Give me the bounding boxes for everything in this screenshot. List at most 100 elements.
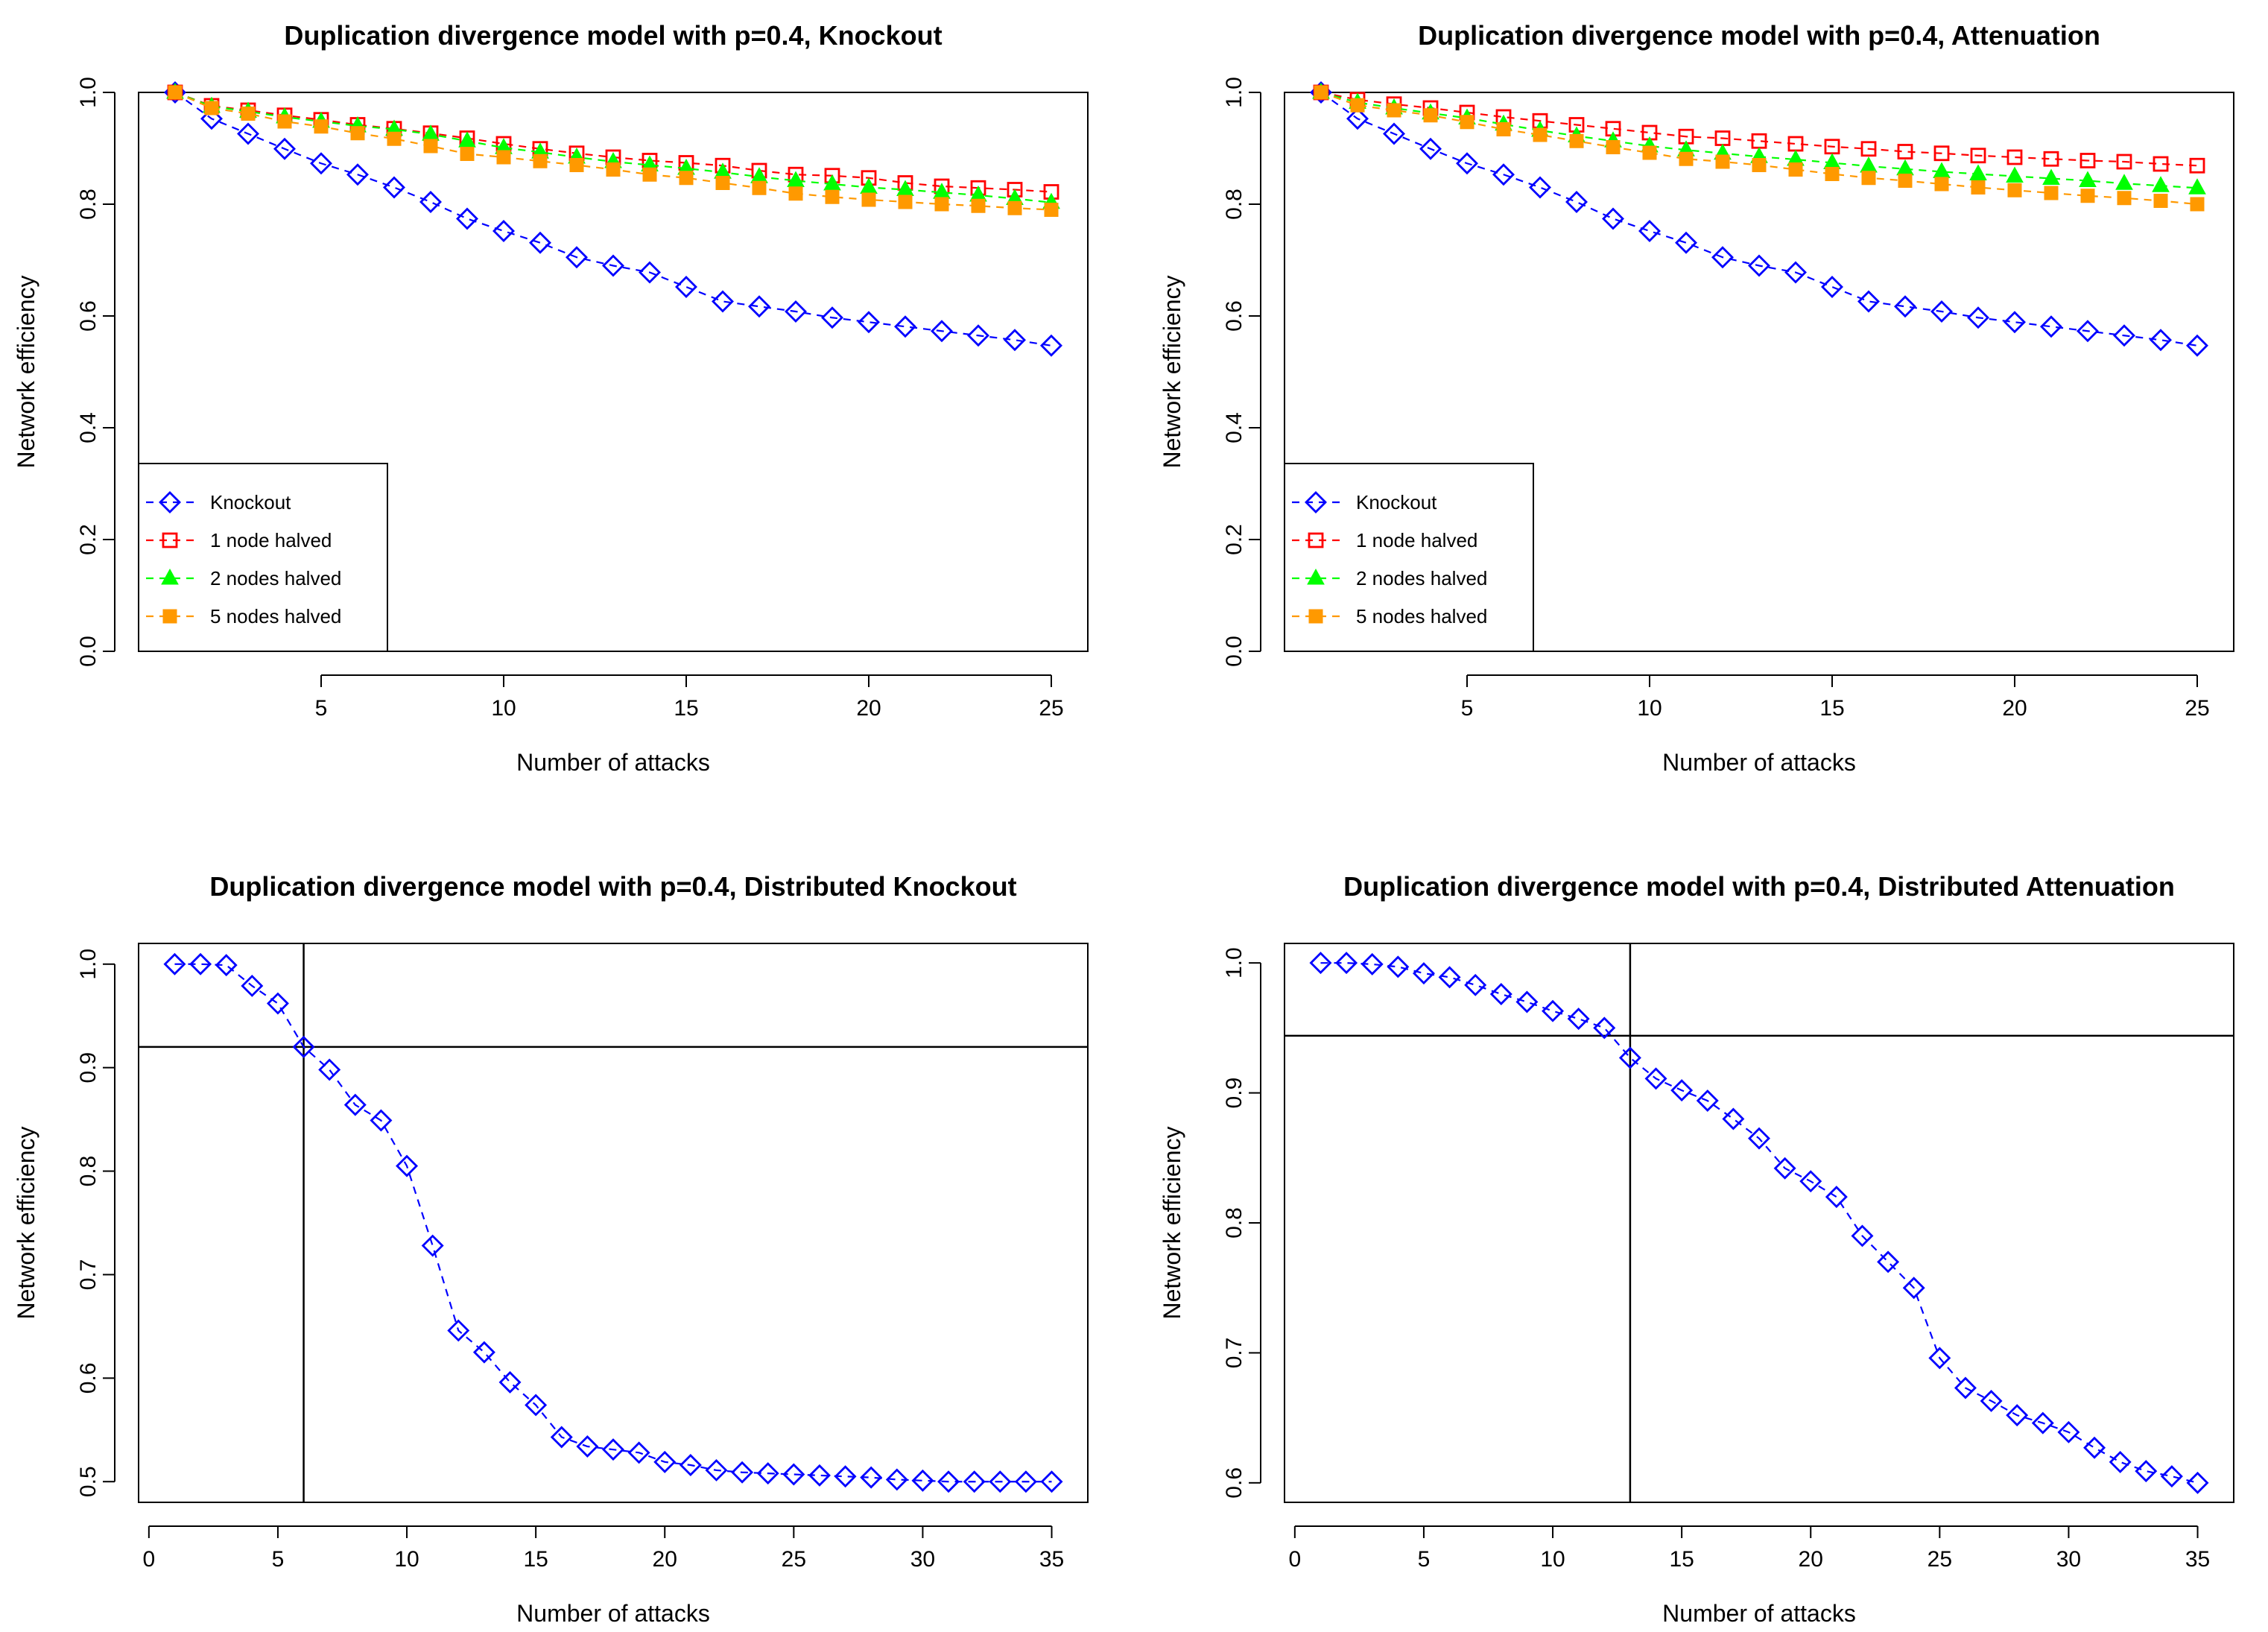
data-point xyxy=(1788,162,1803,177)
data-point xyxy=(2040,315,2062,338)
data-point xyxy=(1821,276,1843,298)
data-point xyxy=(2117,191,2132,206)
data-point xyxy=(1670,1079,1694,1102)
data-point xyxy=(1542,999,1565,1022)
x-axis-label: Number of attacks xyxy=(1662,749,1856,776)
data-point xyxy=(788,186,803,201)
y-tick-label: 0.2 xyxy=(76,524,101,555)
legend-marker xyxy=(162,532,178,548)
x-tick-label: 0 xyxy=(143,1547,156,1572)
data-point xyxy=(2042,168,2060,185)
data-point xyxy=(1593,1016,1616,1040)
data-point xyxy=(1602,207,1624,230)
data-point xyxy=(1044,203,1059,217)
data-point xyxy=(1387,103,1401,118)
data-point xyxy=(1456,152,1478,175)
plot-frame xyxy=(138,943,1089,1503)
data-point xyxy=(2077,320,2099,343)
data-point xyxy=(237,122,259,145)
data-point xyxy=(1638,220,1661,242)
data-point xyxy=(1860,156,1878,173)
y-tick-label: 0.9 xyxy=(1222,1078,1247,1109)
data-point xyxy=(1711,246,1734,269)
x-tick-label: 15 xyxy=(1669,1547,1694,1572)
data-point xyxy=(204,101,219,116)
data-point xyxy=(569,158,584,172)
data-point xyxy=(898,194,913,209)
data-point xyxy=(1040,1470,1063,1493)
data-point xyxy=(2160,1465,2183,1488)
legend-label: Knockout xyxy=(1356,491,1437,513)
data-point xyxy=(163,952,186,975)
data-point xyxy=(1722,1107,1745,1130)
series-line-3 xyxy=(174,91,1052,203)
data-point xyxy=(1492,163,1515,186)
data-point xyxy=(1309,952,1332,975)
data-point xyxy=(1004,329,1026,352)
data-point xyxy=(1565,191,1588,213)
data-point xyxy=(2186,334,2208,357)
legend-label: 1 node halved xyxy=(1356,529,1477,551)
data-point xyxy=(782,1463,805,1486)
data-point xyxy=(200,107,223,130)
data-point xyxy=(748,295,770,318)
data-point xyxy=(346,163,369,186)
data-point xyxy=(1529,176,1551,199)
data-point xyxy=(2044,186,2059,200)
data-point xyxy=(602,1438,624,1461)
data-point xyxy=(1314,85,1328,100)
data-point xyxy=(1933,162,1951,178)
x-tick-label: 10 xyxy=(491,696,516,721)
data-point xyxy=(2079,153,2096,168)
data-point xyxy=(1773,1157,1796,1180)
plot-frame xyxy=(138,92,1089,652)
data-point xyxy=(1606,140,1621,154)
data-point xyxy=(1877,1250,1900,1274)
data-point xyxy=(1644,1067,1667,1090)
x-tick-label: 25 xyxy=(782,1547,806,1572)
data-point xyxy=(1464,973,1487,996)
data-point xyxy=(2043,151,2059,167)
data-point xyxy=(1489,983,1512,1006)
data-point xyxy=(1896,159,1914,176)
data-point xyxy=(752,180,767,195)
data-point xyxy=(2150,329,2172,352)
data-point xyxy=(1969,164,1987,180)
data-point xyxy=(1752,158,1767,172)
y-tick-label: 0.5 xyxy=(76,1466,101,1497)
data-point xyxy=(1569,133,1584,148)
data-point xyxy=(1696,1089,1719,1113)
data-point xyxy=(785,300,807,323)
data-point xyxy=(350,126,365,141)
data-point xyxy=(1857,290,1880,313)
legend-marker xyxy=(162,609,177,624)
x-axis-label: Number of attacks xyxy=(516,749,710,776)
data-point xyxy=(834,1465,857,1488)
data-point xyxy=(529,231,551,254)
data-point xyxy=(894,315,916,338)
data-point xyxy=(1419,137,1442,160)
data-point xyxy=(679,1454,702,1476)
data-point xyxy=(602,254,624,277)
chart-panel-3: Duplication divergence model with p=0.4,… xyxy=(13,871,1089,1627)
data-point xyxy=(2007,183,2022,197)
x-tick-label: 10 xyxy=(1637,696,1662,721)
data-point xyxy=(1934,177,1949,192)
data-point xyxy=(383,176,405,199)
data-point xyxy=(1346,107,1369,130)
x-tick-label: 15 xyxy=(1819,696,1844,721)
data-point xyxy=(215,954,238,977)
data-point xyxy=(885,1468,908,1491)
data-point xyxy=(2152,176,2170,192)
data-point xyxy=(292,1035,315,1058)
data-point xyxy=(1679,151,1694,166)
legend-marker xyxy=(1308,609,1323,624)
data-point xyxy=(989,1470,1012,1493)
data-point xyxy=(525,1394,548,1417)
data-point xyxy=(2057,1420,2080,1443)
x-tick-label: 0 xyxy=(1289,1547,1302,1572)
data-point xyxy=(277,114,292,129)
data-point xyxy=(712,290,734,313)
data-point xyxy=(1567,1008,1590,1031)
data-point xyxy=(675,276,697,298)
